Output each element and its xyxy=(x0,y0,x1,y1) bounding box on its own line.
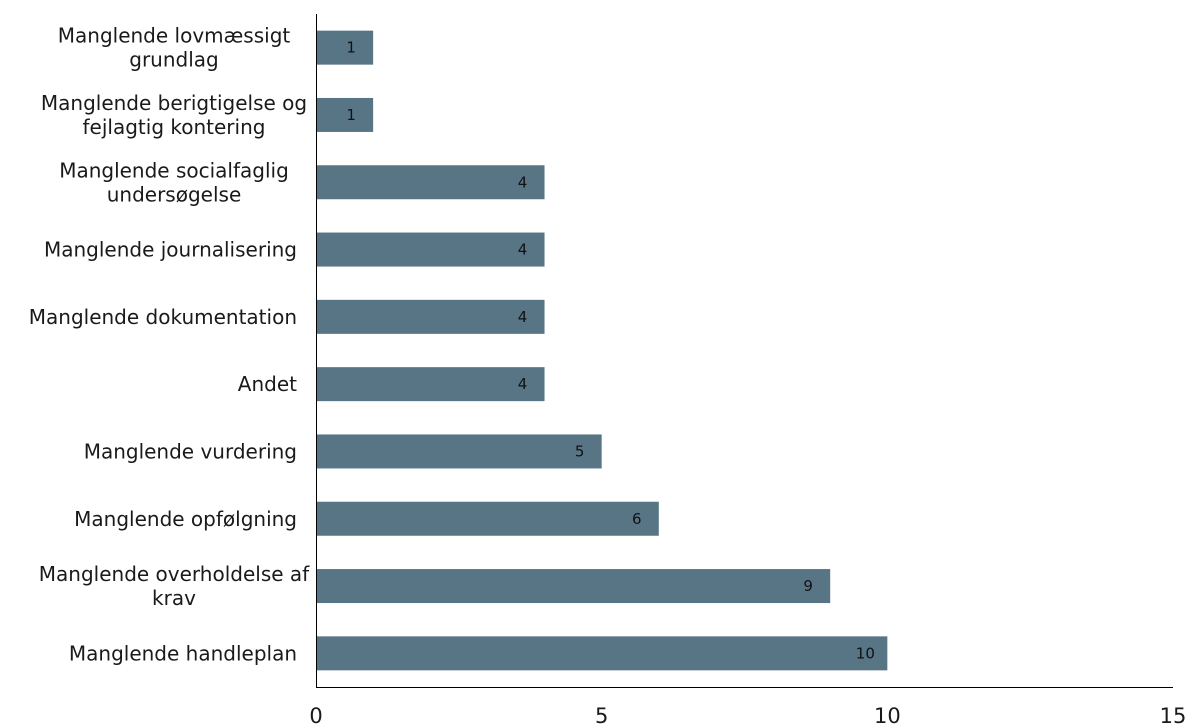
data-label: 6 xyxy=(632,510,642,528)
category-label: Manglende socialfaglig undersøgelse xyxy=(59,158,289,206)
data-label: 4 xyxy=(518,308,528,326)
x-tick-label: 15 xyxy=(1160,704,1187,727)
bar xyxy=(317,636,888,671)
category-label-line: Manglende journalisering xyxy=(44,238,297,262)
category-label: Manglende berigtigelse og fejlagtig konte… xyxy=(41,91,307,139)
bar xyxy=(317,97,374,132)
bar xyxy=(317,299,545,334)
category-label-line: Manglende dokumentation xyxy=(29,305,297,329)
data-label: 4 xyxy=(518,173,528,191)
category-label-line: Manglende vurdering xyxy=(84,439,297,463)
x-tick-label: 10 xyxy=(874,704,901,727)
data-label: 9 xyxy=(803,577,813,595)
category-label: Andet xyxy=(238,372,297,396)
data-label: 4 xyxy=(518,241,528,259)
data-label: 10 xyxy=(856,644,875,662)
category-label: Manglende lovmæssigt grundlag xyxy=(58,24,291,72)
category-label: Manglende dokumentation xyxy=(29,305,297,329)
category-label: Manglende opfølgning xyxy=(74,507,297,531)
bar xyxy=(317,367,545,402)
category-label: Manglende handleplan xyxy=(69,641,297,665)
x-tick-labels-group: 0 5 10 15 xyxy=(309,704,1186,727)
bar xyxy=(317,165,545,200)
x-tick-label: 0 xyxy=(309,704,322,727)
category-label-line: Manglende berigtigelse og xyxy=(41,91,307,115)
category-label-line: undersøgelse xyxy=(107,182,242,206)
category-label-line: Manglende opfølgning xyxy=(74,507,297,531)
bar xyxy=(317,569,831,604)
data-label: 1 xyxy=(346,106,356,124)
category-label-line: Manglende lovmæssigt xyxy=(58,24,291,48)
category-label-line: Manglende overholdelse af xyxy=(39,562,310,586)
category-label-line: krav xyxy=(152,586,196,610)
category-label-line: grundlag xyxy=(129,48,218,72)
data-label: 1 xyxy=(346,39,356,57)
bar xyxy=(317,434,602,469)
bar xyxy=(317,501,659,536)
category-label: Manglende overholdelse af krav xyxy=(39,562,310,610)
x-tick-label: 5 xyxy=(595,704,608,727)
data-label: 4 xyxy=(518,375,528,393)
category-label-line: fejlagtig kontering xyxy=(83,115,266,139)
category-labels-group: Manglende lovmæssigt grundlag Manglende be… xyxy=(29,24,310,666)
category-label: Manglende journalisering xyxy=(44,238,297,262)
bar xyxy=(317,232,545,267)
category-label: Manglende vurdering xyxy=(84,439,297,463)
category-label-line: Andet xyxy=(238,372,297,396)
category-label-line: Manglende handleplan xyxy=(69,641,297,665)
data-label: 5 xyxy=(575,442,585,460)
bar xyxy=(317,30,374,65)
category-label-line: Manglende socialfaglig xyxy=(59,158,289,182)
bars-group: 1 1 4 4 4 4 5 6 9 10 xyxy=(317,30,888,671)
